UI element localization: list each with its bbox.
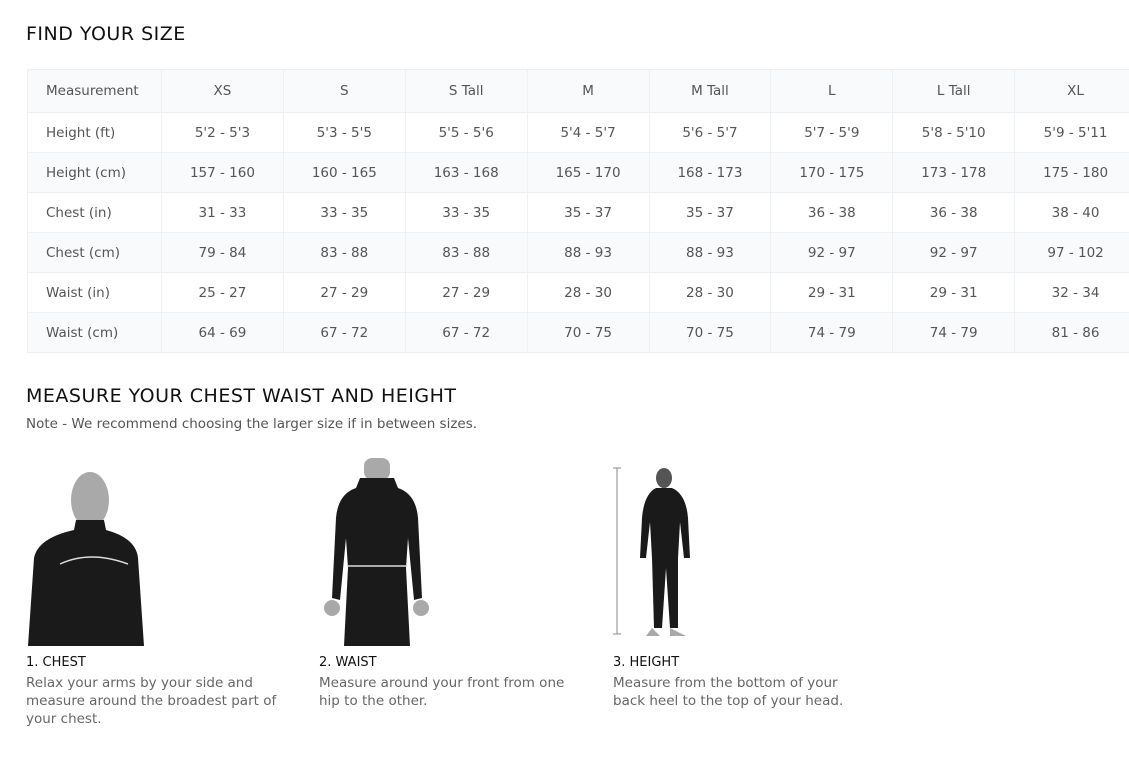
table-cell: 5'7 - 5'9 (770, 112, 894, 153)
step-waist: 2. WAIST Measure around your front from … (319, 655, 579, 710)
step-description: Relax your arms by your side and measure… (26, 675, 277, 727)
column-header: XL (1014, 69, 1129, 113)
table-cell: 92 - 97 (892, 232, 1016, 273)
row-label: Height (ft) (27, 112, 162, 153)
table-cell: 38 - 40 (1014, 192, 1129, 233)
table-cell: 92 - 97 (770, 232, 894, 273)
waist-figure-image (324, 458, 429, 646)
step-title: 2. WAIST (319, 655, 377, 670)
table-cell: 5'2 - 5'3 (161, 112, 284, 153)
column-header: M Tall (648, 69, 772, 113)
table-cell: 28 - 30 (526, 272, 650, 313)
table-cell: 5'4 - 5'7 (526, 112, 650, 153)
table-header-row: Measurement XS S S Tall M M Tall L L Tall XL (27, 69, 1129, 113)
table-row: Chest (in) 31 - 33 33 - 35 33 - 35 35 - 37 35… (27, 192, 1129, 233)
table-cell: 83 - 88 (282, 232, 406, 273)
row-label: Height (cm) (27, 152, 162, 193)
column-header: S (282, 69, 406, 113)
table-cell: 27 - 29 (404, 272, 528, 313)
table-cell: 88 - 93 (648, 232, 772, 273)
step-height: 3. HEIGHT Measure from the bottom of you… (613, 655, 863, 710)
table-cell: 33 - 35 (282, 192, 406, 233)
table-cell: 5'5 - 5'6 (404, 112, 528, 153)
row-label: Chest (in) (27, 192, 162, 233)
table-cell: 27 - 29 (282, 272, 406, 313)
table-cell: 79 - 84 (161, 232, 284, 273)
table-cell: 70 - 75 (648, 312, 772, 353)
table-cell: 35 - 37 (526, 192, 650, 233)
column-header: L Tall (892, 69, 1016, 113)
size-chart-title: FIND YOUR SIZE (26, 23, 186, 45)
table-cell: 173 - 178 (892, 152, 1016, 193)
table-row: Chest (cm) 79 - 84 83 - 88 83 - 88 88 - 93 88… (27, 232, 1129, 273)
table-cell: 88 - 93 (526, 232, 650, 273)
table-cell: 29 - 31 (892, 272, 1016, 313)
row-label: Waist (cm) (27, 312, 162, 353)
table-row: Height (ft) 5'2 - 5'3 5'3 - 5'5 5'5 - 5'6 5'… (27, 112, 1129, 153)
table-cell: 163 - 168 (404, 152, 528, 193)
column-header: S Tall (404, 69, 528, 113)
table-cell: 31 - 33 (161, 192, 284, 233)
step-description: Measure from the bottom of your back hee… (613, 675, 844, 709)
table-cell: 32 - 34 (1014, 272, 1129, 313)
table-row: Waist (in) 25 - 27 27 - 29 27 - 29 28 - 30 28… (27, 272, 1129, 313)
table-row: Waist (cm) 64 - 69 67 - 72 67 - 72 70 - 75 70… (27, 312, 1129, 353)
step-title: 1. CHEST (26, 655, 86, 670)
table-cell: 64 - 69 (161, 312, 284, 353)
table-cell: 5'8 - 5'10 (892, 112, 1016, 153)
table-cell: 165 - 170 (526, 152, 650, 193)
size-chart-table: Measurement XS S S Tall M M Tall L L Tall XL Heig… (27, 69, 1129, 353)
table-cell: 74 - 79 (892, 312, 1016, 353)
measure-title: MEASURE YOUR CHEST WAIST AND HEIGHT (26, 385, 457, 407)
row-label: Waist (in) (27, 272, 162, 313)
table-cell: 81 - 86 (1014, 312, 1129, 353)
table-cell: 67 - 72 (404, 312, 528, 353)
step-description: Measure around your front from one hip t… (319, 675, 565, 709)
table-cell: 25 - 27 (161, 272, 284, 313)
table-cell: 5'6 - 5'7 (648, 112, 772, 153)
table-cell: 160 - 165 (282, 152, 406, 193)
table-cell: 28 - 30 (648, 272, 772, 313)
table-cell: 29 - 31 (770, 272, 894, 313)
table-row: Height (cm) 157 - 160 160 - 165 163 - 168 16… (27, 152, 1129, 193)
row-label: Chest (cm) (27, 232, 162, 273)
step-title: 3. HEIGHT (613, 655, 680, 670)
chest-figure-image (28, 472, 144, 646)
table-cell: 35 - 37 (648, 192, 772, 233)
measure-note: Note - We recommend choosing the larger … (26, 416, 478, 432)
column-header: Measurement (27, 69, 162, 113)
table-cell: 5'3 - 5'5 (282, 112, 406, 153)
table-cell: 36 - 38 (892, 192, 1016, 233)
height-figure-image (613, 467, 690, 636)
table-cell: 33 - 35 (404, 192, 528, 233)
column-header: XS (161, 69, 284, 113)
table-cell: 36 - 38 (770, 192, 894, 233)
table-cell: 170 - 175 (770, 152, 894, 193)
table-cell: 70 - 75 (526, 312, 650, 353)
step-chest: 1. CHEST Relax your arms by your side an… (26, 655, 286, 728)
column-header: L (770, 69, 894, 113)
table-cell: 168 - 173 (648, 152, 772, 193)
table-cell: 83 - 88 (404, 232, 528, 273)
table-cell: 97 - 102 (1014, 232, 1129, 273)
table-cell: 175 - 180 (1014, 152, 1129, 193)
column-header: M (526, 69, 650, 113)
table-cell: 5'9 - 5'11 (1014, 112, 1129, 153)
table-cell: 157 - 160 (161, 152, 284, 193)
table-cell: 74 - 79 (770, 312, 894, 353)
table-cell: 67 - 72 (282, 312, 406, 353)
